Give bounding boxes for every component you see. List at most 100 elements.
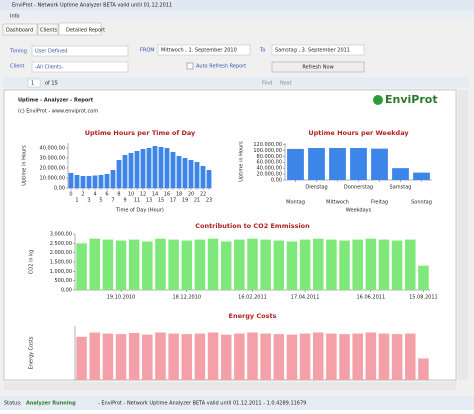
bar bbox=[391, 240, 403, 290]
bar bbox=[378, 333, 390, 380]
tab[interactable] bbox=[2, 23, 38, 36]
bar bbox=[200, 166, 206, 188]
date-value[interactable]: Mittwoch , 1. September 2010 bbox=[161, 48, 237, 54]
tab-label[interactable]: Dashboard bbox=[6, 28, 33, 34]
bar bbox=[102, 239, 114, 290]
scrollbar[interactable] bbox=[4, 382, 456, 390]
title-bar bbox=[0, 0, 474, 10]
x-axis-label: Weekdays bbox=[346, 208, 372, 214]
tab-label[interactable]: Clients bbox=[40, 28, 57, 34]
bar bbox=[146, 148, 152, 188]
x-tick-label: 4 bbox=[93, 192, 96, 198]
bar bbox=[365, 332, 377, 380]
status-text: - EnviProt - Network Uptime Analyzer BET… bbox=[98, 401, 306, 407]
bar bbox=[194, 162, 200, 188]
bar bbox=[155, 238, 166, 290]
y-tick-label: 0,00 bbox=[61, 288, 72, 294]
report-copyright: (c) EnviProt - www.enviprot.com bbox=[18, 109, 98, 115]
bar bbox=[158, 147, 164, 188]
bar bbox=[188, 160, 194, 188]
next-link[interactable]: Next bbox=[280, 81, 292, 87]
x-tick-label: 10 bbox=[128, 192, 134, 198]
bar bbox=[392, 168, 409, 180]
bar bbox=[260, 239, 271, 290]
bar bbox=[168, 333, 179, 380]
bar bbox=[110, 170, 116, 188]
bar bbox=[273, 334, 285, 380]
x-tick-label: 11 bbox=[134, 198, 140, 204]
bar bbox=[352, 333, 363, 380]
tab-label[interactable]: Detailed Report bbox=[66, 28, 105, 34]
bar bbox=[128, 239, 140, 290]
bar bbox=[98, 175, 104, 188]
bar bbox=[102, 333, 114, 380]
label: FROM bbox=[140, 48, 155, 54]
x-tick-label: 21 bbox=[194, 198, 200, 204]
y-tick-label: 3.000,00 bbox=[50, 232, 72, 238]
bar bbox=[299, 239, 311, 290]
tab[interactable] bbox=[37, 23, 59, 36]
bar bbox=[181, 334, 193, 380]
bar bbox=[134, 151, 140, 188]
y-tick-label: 80.000,00 bbox=[257, 154, 282, 160]
dropdown-value[interactable]: User Defined bbox=[35, 49, 67, 55]
date-picker[interactable] bbox=[271, 44, 365, 56]
dropdown[interactable] bbox=[31, 61, 129, 73]
scrollbar[interactable] bbox=[458, 90, 468, 380]
bar bbox=[329, 148, 346, 180]
date-picker[interactable] bbox=[157, 44, 251, 56]
x-tick-label: 19 bbox=[182, 198, 188, 204]
bar bbox=[286, 334, 298, 380]
menu-item[interactable]: Info bbox=[10, 14, 19, 20]
button[interactable] bbox=[271, 61, 365, 73]
x-tick-label: Mittwoch bbox=[326, 200, 349, 206]
logo-icon bbox=[373, 95, 383, 105]
page-box[interactable] bbox=[27, 78, 41, 88]
y-axis-label: Uptime in Hours bbox=[239, 141, 245, 182]
chart-title: Uptime Hours per Time of Day bbox=[85, 129, 196, 137]
bar bbox=[273, 240, 285, 290]
bar bbox=[352, 239, 363, 290]
find-link[interactable]: Find bbox=[262, 81, 272, 87]
viewer-toolbar bbox=[3, 77, 469, 88]
bar bbox=[182, 158, 188, 188]
bar bbox=[312, 332, 324, 380]
bar bbox=[152, 146, 158, 188]
checkbox[interactable] bbox=[186, 62, 194, 70]
bar bbox=[176, 156, 182, 188]
button-label[interactable]: Refresh Now bbox=[302, 65, 333, 71]
label: Client bbox=[10, 64, 25, 70]
bar bbox=[89, 332, 100, 380]
bar bbox=[115, 240, 127, 290]
bar bbox=[350, 148, 367, 180]
bar bbox=[181, 240, 193, 290]
tab-active[interactable] bbox=[58, 22, 102, 36]
chart-title: Uptime Hours per Weekday bbox=[308, 129, 409, 137]
bar bbox=[170, 152, 176, 188]
bar bbox=[194, 239, 206, 290]
x-tick-label: 2 bbox=[81, 192, 84, 198]
logo: EnviProt bbox=[385, 93, 438, 106]
checkbox-label[interactable]: Auto Refresh Report bbox=[196, 64, 246, 70]
bar bbox=[418, 265, 429, 290]
bar bbox=[299, 333, 311, 380]
bar bbox=[164, 148, 170, 188]
date-value[interactable]: Samstag , 3. September 2011 bbox=[275, 48, 350, 54]
dropdown-value[interactable]: -All Clients- bbox=[35, 65, 64, 71]
bar bbox=[76, 336, 87, 380]
x-tick-label: Sonntag bbox=[411, 200, 432, 206]
x-tick-label: Donnerstag bbox=[344, 185, 373, 191]
status-bar bbox=[0, 396, 474, 410]
dropdown[interactable] bbox=[31, 45, 129, 57]
page-number[interactable]: 1 bbox=[31, 81, 34, 87]
bar bbox=[234, 239, 245, 290]
x-tick-label: 8 bbox=[117, 192, 120, 198]
y-axis-label: Uptime in Hours bbox=[22, 145, 28, 186]
report-title: Uptime - Analyzer - Report bbox=[18, 98, 94, 104]
x-tick-label: 14 bbox=[152, 192, 158, 198]
x-tick-label: 16 bbox=[164, 192, 170, 198]
y-axis-label: CO2 in kg bbox=[29, 250, 35, 274]
bar bbox=[207, 332, 219, 380]
bar bbox=[247, 238, 258, 290]
